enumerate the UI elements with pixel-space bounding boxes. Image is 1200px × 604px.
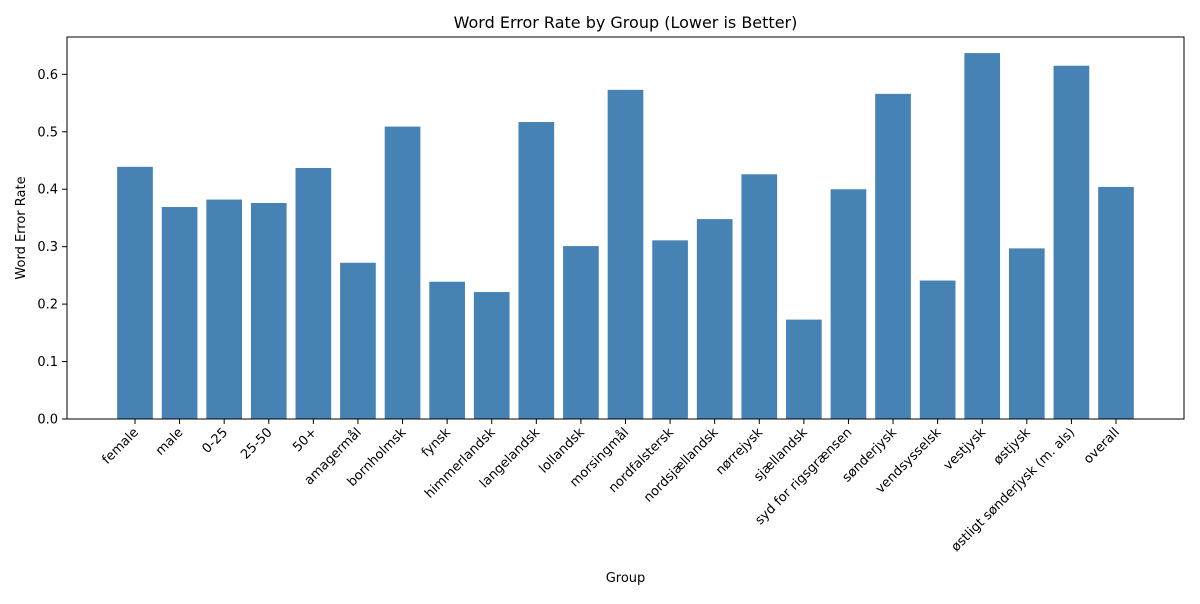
bar-1 (161, 207, 198, 419)
y-tick-label: 0.3 (37, 240, 58, 255)
bar-9 (518, 122, 555, 420)
y-axis-label: Word Error Rate (14, 176, 29, 279)
bar-20 (1008, 248, 1045, 419)
bar-2 (206, 199, 243, 419)
y-tick-label: 0.6 (37, 68, 58, 83)
bar-6 (384, 126, 421, 420)
bars-layer (117, 53, 1134, 420)
x-tick-label: 25-50 (238, 425, 275, 462)
bar-7 (429, 281, 465, 419)
chart-title: Word Error Rate by Group (Lower is Bette… (454, 13, 798, 32)
bar-3 (250, 203, 287, 419)
x-tick-label: fynsk (419, 425, 454, 460)
x-tick-label: vestjysk (941, 425, 990, 474)
x-tick-label: overall (1081, 425, 1123, 467)
bar-5 (340, 262, 376, 419)
x-tick-label: østjysk (991, 425, 1034, 468)
bar-4 (295, 167, 332, 419)
x-tick-label: 50+ (290, 425, 320, 455)
bar-0 (117, 166, 153, 419)
bar-18 (919, 280, 956, 419)
x-axis: female male 0-25 25-50 50+amagermålbornholms… (100, 419, 1123, 555)
x-tick-label: 0-25 (200, 425, 231, 456)
bar-15 (786, 319, 822, 419)
bar-19 (964, 53, 1001, 419)
bar-11 (607, 89, 644, 419)
y-axis: 0.0 0.1 0.2 0.3 0.4 0.5 0.6 (37, 68, 67, 428)
y-tick-label: 0.0 (37, 413, 58, 428)
bar-12 (652, 240, 688, 419)
bar-21 (1053, 65, 1090, 419)
y-tick-label: 0.2 (37, 298, 58, 313)
y-tick-label: 0.1 (37, 355, 58, 370)
bar-14 (741, 174, 778, 419)
bar-13 (696, 219, 733, 419)
plot-frame (66, 36, 1185, 420)
x-tick-label: female (100, 425, 142, 467)
bar-22 (1098, 186, 1134, 419)
bar-16 (830, 189, 867, 419)
bar-10 (563, 246, 599, 419)
x-axis-label: Group (606, 571, 646, 586)
y-tick-label: 0.5 (37, 125, 58, 140)
y-tick-label: 0.4 (37, 183, 58, 198)
bar-8 (473, 292, 510, 419)
x-tick-label: male (153, 425, 186, 458)
bar-17 (875, 93, 911, 420)
